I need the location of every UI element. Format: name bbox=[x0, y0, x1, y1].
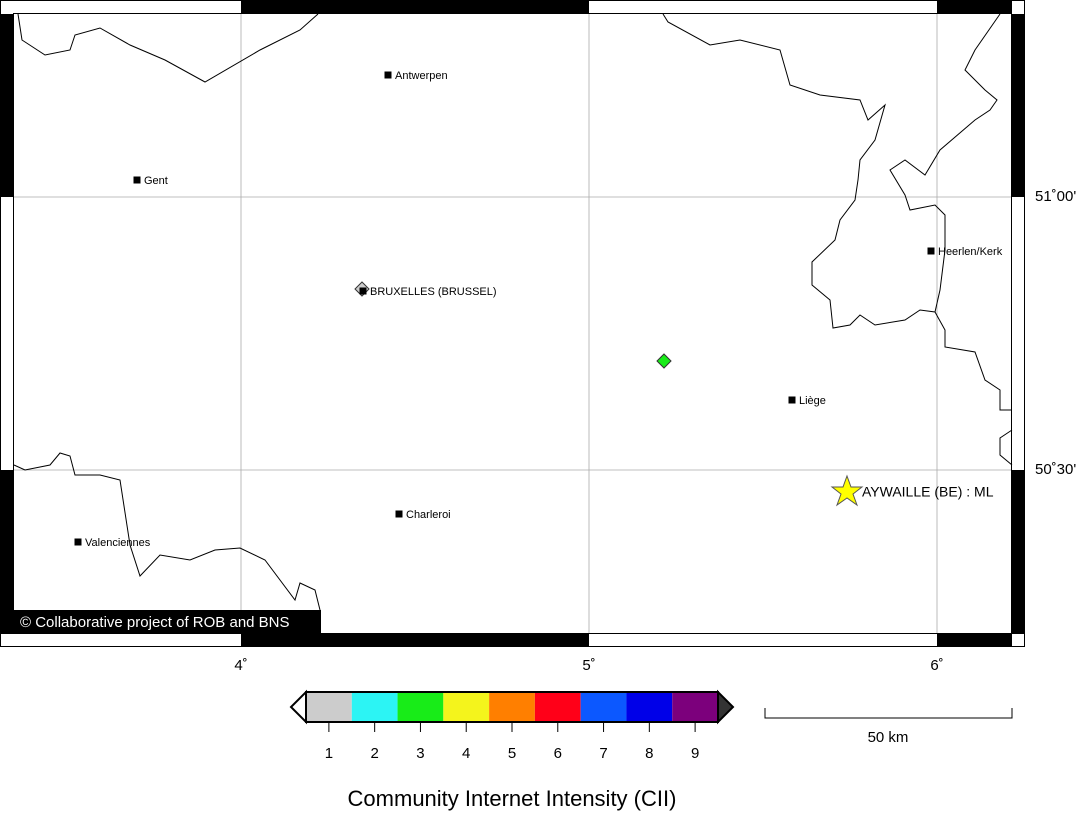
city-marker bbox=[788, 396, 796, 404]
colorbar-tick-label: 2 bbox=[370, 745, 378, 762]
lon-label: 6˚ bbox=[930, 657, 943, 674]
city-label: Gent bbox=[144, 175, 168, 187]
lon-label: 4˚ bbox=[234, 657, 247, 674]
colorbar-swatch bbox=[306, 692, 352, 722]
lat-label: 51˚00' bbox=[1035, 188, 1076, 205]
credit: © Collaborative project of ROB and BNS bbox=[20, 614, 290, 631]
colorbar-tick-label: 9 bbox=[691, 745, 699, 762]
country-borders bbox=[13, 13, 1013, 611]
colorbar-tick-label: 8 bbox=[645, 745, 653, 762]
colorbar-swatch bbox=[672, 692, 718, 722]
city-label: Valenciennes bbox=[85, 537, 151, 549]
legend-title: Community Internet Intensity (CII) bbox=[348, 786, 677, 811]
city-marker bbox=[133, 176, 141, 184]
epicenter-label: AYWAILLE (BE) : ML bbox=[862, 484, 994, 500]
city-label: BRUXELLES (BRUSSEL) bbox=[370, 286, 497, 298]
epicenter-star bbox=[830, 474, 864, 507]
scale-label: 50 km bbox=[868, 729, 909, 746]
colorbar-low-arrow bbox=[289, 689, 307, 725]
graticule bbox=[13, 13, 1012, 634]
colorbar-swatch bbox=[580, 692, 627, 722]
city-label: Charleroi bbox=[406, 509, 451, 521]
colorbar-tick-label: 4 bbox=[462, 745, 470, 762]
colorbar-swatch bbox=[489, 692, 535, 722]
colorbar-high-arrow bbox=[717, 689, 735, 725]
scale-bar bbox=[764, 708, 1013, 719]
lat-label: 50˚30' bbox=[1035, 461, 1076, 478]
city-marker bbox=[359, 287, 367, 295]
colorbar-tick-label: 7 bbox=[599, 745, 607, 762]
city-marker bbox=[395, 510, 403, 518]
cii-point bbox=[656, 353, 672, 369]
map-frame bbox=[0, 0, 1025, 647]
colorbar-tick-label: 6 bbox=[554, 745, 562, 762]
colorbar-tick-label: 5 bbox=[508, 745, 516, 762]
city-label: Heerlen/Kerk bbox=[938, 246, 1003, 258]
colorbar-swatch bbox=[351, 692, 398, 722]
city-label: Antwerpen bbox=[395, 70, 448, 82]
city-label: Liège bbox=[799, 395, 826, 407]
colorbar-swatch bbox=[397, 692, 444, 722]
city-marker bbox=[74, 538, 82, 546]
colorbar-swatch bbox=[443, 692, 490, 722]
colorbar-tick-label: 1 bbox=[325, 745, 333, 762]
city-marker bbox=[927, 247, 935, 255]
colorbar-swatch bbox=[534, 692, 581, 722]
lon-label: 5˚ bbox=[582, 657, 595, 674]
colorbar-swatch bbox=[626, 692, 673, 722]
credit-box bbox=[13, 610, 321, 634]
city-marker bbox=[384, 71, 392, 79]
colorbar-tick-label: 3 bbox=[416, 745, 424, 762]
